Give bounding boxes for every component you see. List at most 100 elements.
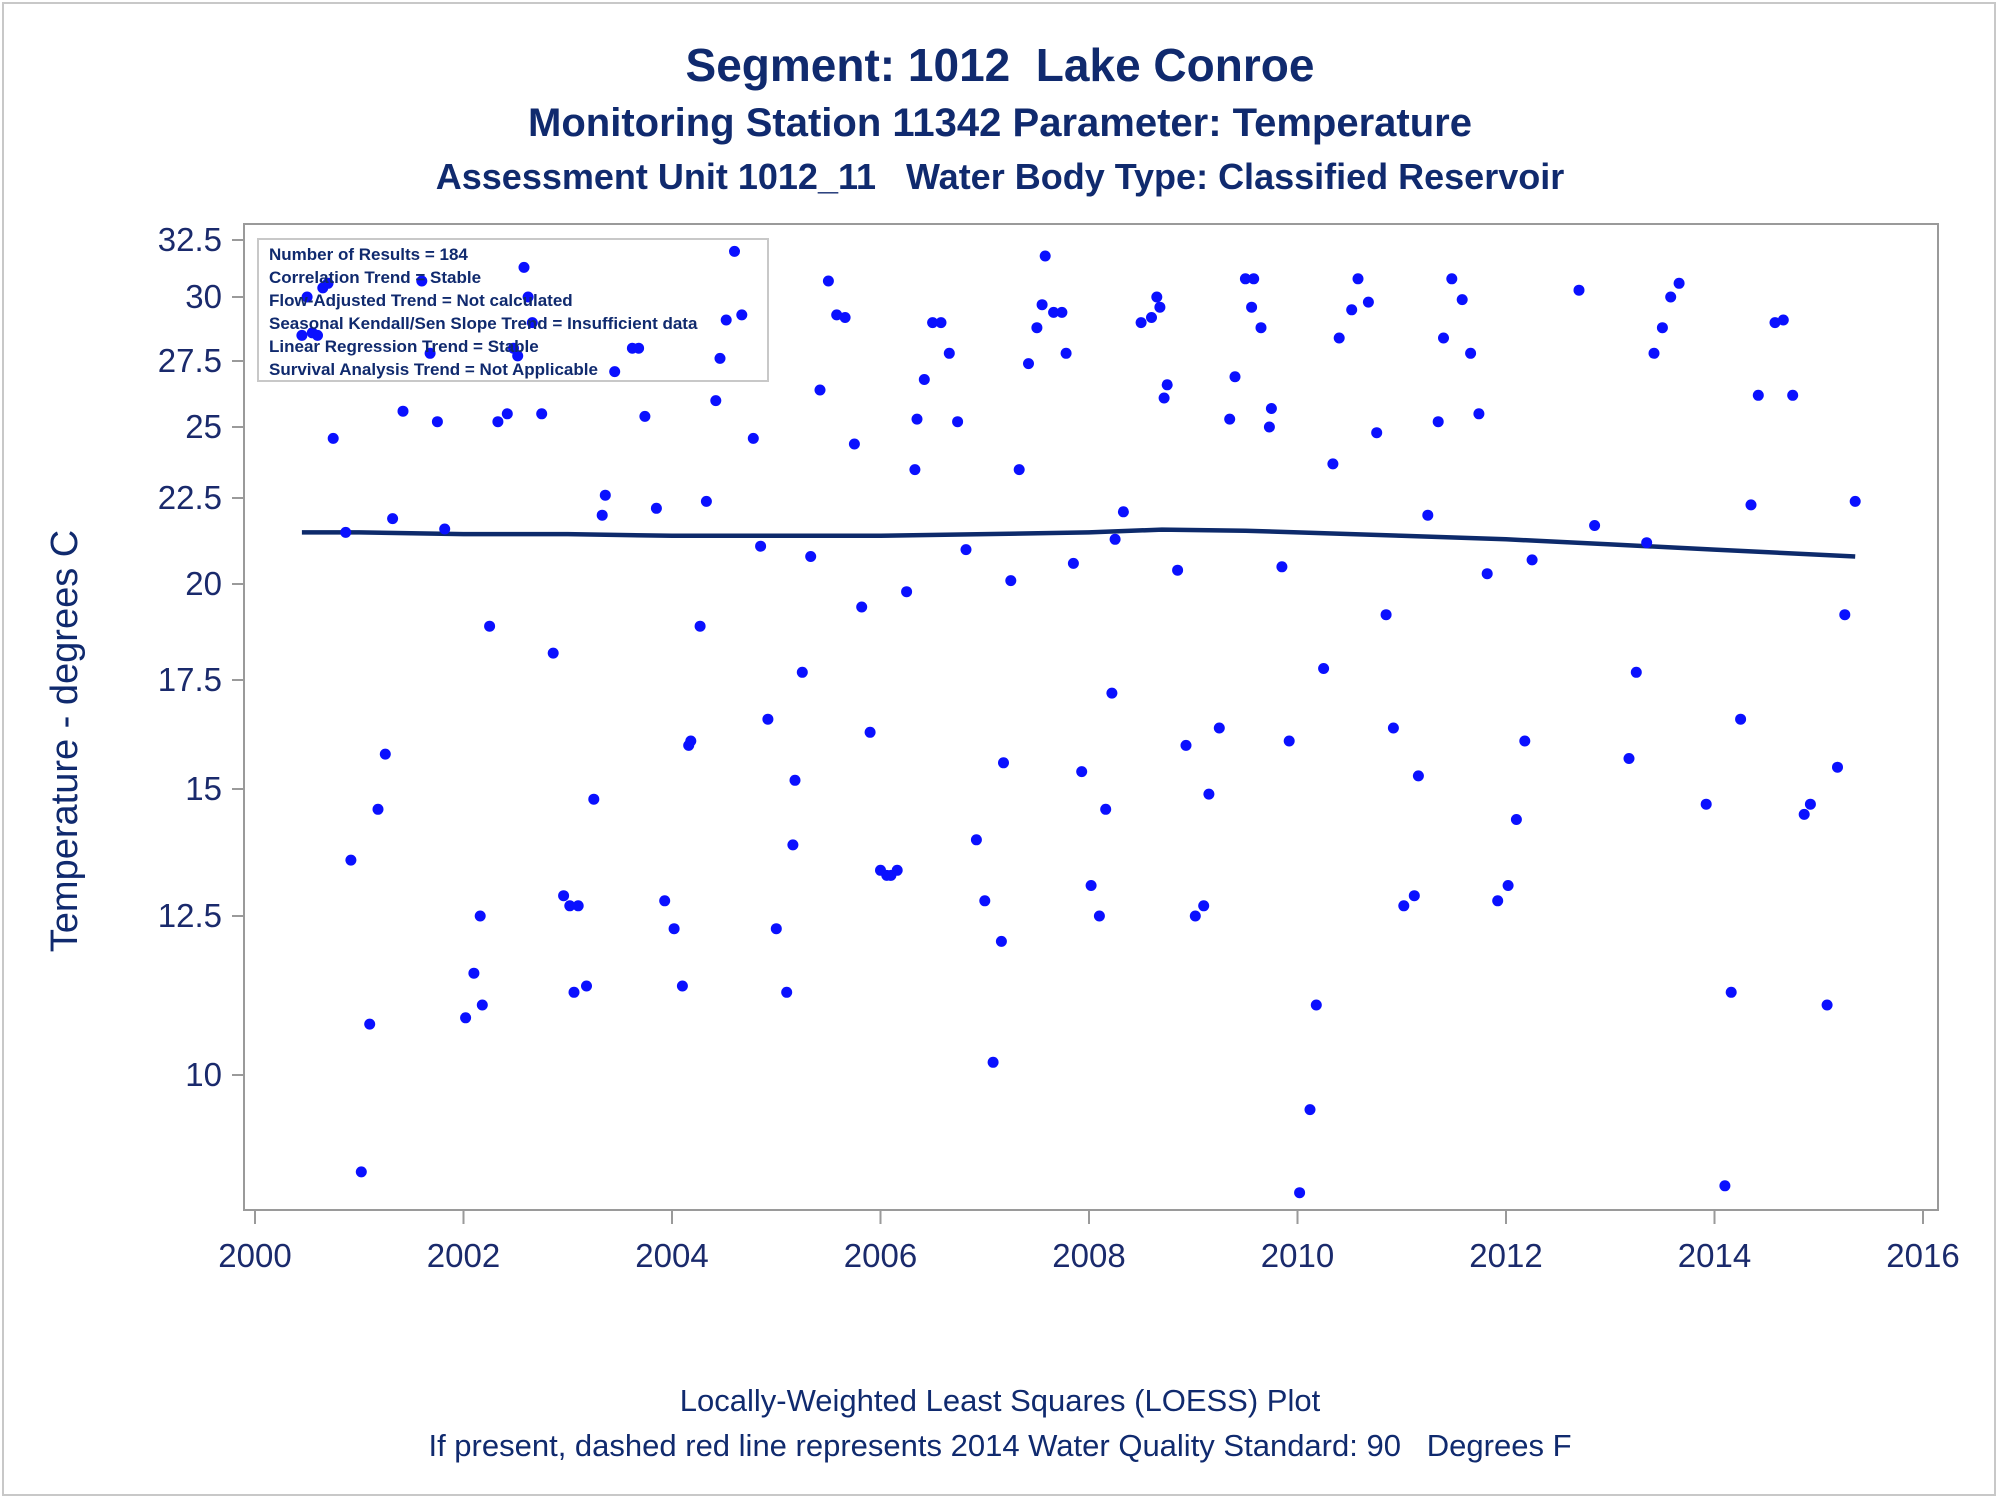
- data-point: [596, 509, 608, 521]
- data-point: [1239, 273, 1251, 285]
- data-point: [1263, 421, 1275, 433]
- data-point: [1276, 561, 1288, 573]
- data-point: [1031, 322, 1043, 334]
- data-point: [484, 620, 496, 632]
- loess-line: [301, 527, 1856, 559]
- x-tick-label: 2002: [427, 1237, 500, 1274]
- data-point: [1093, 910, 1105, 922]
- data-point: [1630, 666, 1642, 678]
- data-point: [747, 432, 759, 444]
- data-point: [1100, 803, 1112, 815]
- data-point: [296, 329, 308, 341]
- data-point: [650, 502, 662, 514]
- data-point: [1804, 798, 1816, 810]
- data-point: [1135, 317, 1147, 329]
- data-point: [1519, 735, 1531, 747]
- data-point: [909, 464, 921, 476]
- data-point: [372, 803, 384, 815]
- data-point: [998, 757, 1009, 769]
- data-point: [770, 923, 782, 935]
- data-point: [901, 586, 913, 598]
- data-point: [1745, 499, 1757, 511]
- data-point: [839, 312, 851, 323]
- data-point: [439, 523, 451, 535]
- data-point: [1255, 322, 1267, 334]
- data-point: [1752, 389, 1764, 401]
- chart-subtitle-assessment: Assessment Unit 1012_11 Water Body Type:…: [435, 156, 1565, 197]
- data-point: [714, 352, 726, 364]
- x-tick-label: 2000: [218, 1237, 291, 1274]
- data-point: [1158, 392, 1170, 404]
- data-point: [1039, 250, 1051, 262]
- data-point: [943, 347, 955, 359]
- data-point: [1229, 371, 1241, 383]
- data-point: [1465, 347, 1477, 359]
- data-point: [805, 551, 817, 562]
- data-point: [468, 967, 480, 979]
- data-point: [1398, 900, 1410, 912]
- legend-entry: Seasonal Kendall/Sen Slope Trend = Insuf…: [269, 314, 698, 333]
- data-point: [1412, 770, 1424, 782]
- data-point: [1161, 379, 1173, 391]
- x-tick-label: 2010: [1261, 1237, 1334, 1274]
- data-point: [822, 275, 834, 287]
- data-point: [1106, 687, 1118, 699]
- data-point: [1151, 291, 1163, 303]
- data-point: [1839, 609, 1851, 621]
- data-point: [1798, 808, 1810, 820]
- data-point: [1146, 312, 1157, 323]
- data-point: [327, 432, 339, 444]
- y-tick-label: 22.5: [158, 479, 222, 516]
- data-point: [1036, 299, 1048, 311]
- data-point: [1573, 284, 1585, 296]
- legend-entry: Survival Analysis Trend = Not Applicable: [269, 360, 598, 379]
- data-point: [322, 277, 334, 289]
- data-point: [864, 726, 876, 738]
- y-tick-label: 32.5: [158, 221, 222, 258]
- x-tick-label: 2008: [1052, 1237, 1125, 1274]
- data-point: [787, 839, 799, 851]
- data-point: [762, 713, 774, 725]
- data-point: [526, 317, 538, 329]
- data-point: [1446, 273, 1458, 285]
- data-point: [710, 395, 722, 407]
- y-tick-label: 30: [185, 278, 222, 315]
- data-points: [296, 245, 1861, 1199]
- data-point: [1473, 408, 1485, 420]
- legend-entry: Correlation Trend = Stable: [269, 268, 481, 287]
- data-point: [1589, 520, 1601, 531]
- loess-curve: [301, 527, 1856, 559]
- data-point: [1481, 568, 1493, 580]
- data-point: [1700, 798, 1712, 810]
- data-point: [927, 317, 939, 329]
- x-tick-label: 2012: [1469, 1237, 1542, 1274]
- legend-entry: Number of Results = 184: [269, 245, 468, 264]
- data-point: [685, 735, 697, 747]
- data-point: [1719, 1180, 1731, 1192]
- data-point: [522, 291, 534, 303]
- y-tick-label: 17.5: [158, 661, 222, 698]
- data-point: [1346, 304, 1358, 316]
- data-point: [355, 1166, 367, 1178]
- x-axis: 2000 2002 2004 2006 2008 2010 2012 2014 2016: [218, 1210, 1960, 1274]
- data-point: [568, 986, 580, 998]
- data-point: [1422, 509, 1434, 521]
- data-point: [700, 495, 712, 507]
- data-point: [1352, 273, 1364, 285]
- data-point: [1526, 554, 1538, 566]
- data-point: [1623, 753, 1635, 764]
- data-point: [345, 854, 357, 866]
- data-point: [1180, 739, 1192, 751]
- data-point: [1048, 306, 1060, 318]
- data-point: [891, 864, 903, 876]
- chart-title: Segment: 1012 Lake Conroe: [685, 39, 1315, 91]
- data-point: [1648, 347, 1660, 359]
- legend-box: [257, 238, 769, 382]
- y-axis-label: Temperature - degrees C: [44, 530, 86, 952]
- data-point: [796, 666, 808, 678]
- data-point: [1283, 735, 1295, 747]
- data-point: [1213, 722, 1225, 734]
- data-point: [1787, 389, 1799, 401]
- data-point: [918, 374, 930, 385]
- data-point: [512, 350, 524, 362]
